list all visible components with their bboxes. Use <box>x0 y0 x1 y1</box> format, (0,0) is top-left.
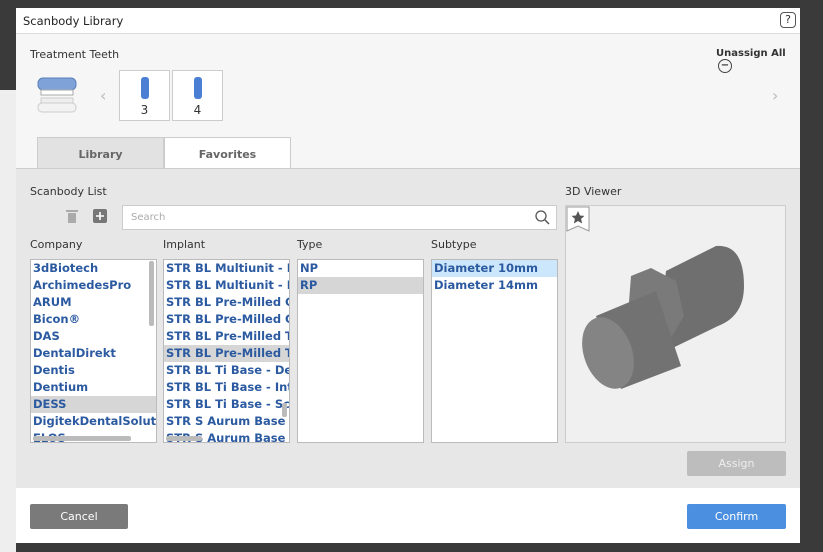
tooth-card-4[interactable]: 4 <box>172 70 223 121</box>
implant-list-item[interactable]: STR BL Pre-Milled CoC <box>166 295 289 309</box>
company-list-item[interactable]: 3dBiotech <box>33 261 99 275</box>
implant-list-item[interactable]: STR BL Pre-Milled CoC <box>166 312 289 326</box>
help-icon[interactable]: ? <box>780 12 796 28</box>
subtype-list-item[interactable]: Diameter 14mm <box>434 278 538 292</box>
implant-list-item[interactable]: STR S Aurum Base - In <box>166 431 289 443</box>
implant-list-item[interactable]: STR BL Multiunit - Des <box>166 261 289 275</box>
unassign-all-button[interactable]: Unassign All − <box>716 48 800 73</box>
company-list-item[interactable]: Dentis <box>33 363 75 377</box>
implant-icon <box>140 77 149 99</box>
company-list-item[interactable]: ArchimedesPro <box>33 278 132 292</box>
type-list-item[interactable]: NP <box>300 261 319 275</box>
chevron-left-icon[interactable]: ‹ <box>100 86 107 105</box>
subtype-list-item[interactable]: Diameter 10mm <box>432 260 557 277</box>
implant-icon <box>193 77 202 99</box>
search-placeholder: Search <box>131 212 166 223</box>
company-vscrollbar[interactable] <box>149 261 154 326</box>
implant-list-item[interactable]: STR BL Ti Base - Intra <box>166 380 289 394</box>
3d-viewer[interactable] <box>565 205 786 443</box>
type-list-item[interactable]: RP <box>298 277 423 294</box>
implant-list-item[interactable]: STR BL Ti Base - Scan <box>166 397 289 411</box>
implant-hscrollbar[interactable] <box>166 436 202 441</box>
search-input[interactable]: Search <box>122 205 557 230</box>
tab-favorites[interactable]: Favorites <box>164 137 291 170</box>
scanbody-list-label: Scanbody List <box>30 185 107 198</box>
tooth-card-3[interactable]: 3 <box>119 70 170 121</box>
cancel-button[interactable]: Cancel <box>30 504 128 529</box>
company-list-item[interactable]: DESS <box>31 396 156 413</box>
implant-list-item[interactable]: STR BL Ti Base - Deskt <box>166 363 289 377</box>
company-list-item[interactable]: Dentium <box>33 380 89 394</box>
subtype-header: Subtype <box>431 238 477 251</box>
company-hscrollbar[interactable] <box>33 436 131 441</box>
assign-button[interactable]: Assign <box>687 451 786 476</box>
background-app <box>0 90 16 552</box>
company-list-item[interactable]: DigitekDentalSolutio <box>33 414 157 428</box>
company-header: Company <box>30 238 83 251</box>
implant-list-item[interactable]: STR BL Pre-Milled Ti - 1 <box>164 345 289 362</box>
confirm-button[interactable]: Confirm <box>687 504 786 529</box>
scanbody-library-dialog: Scanbody Library ? Treatment Teeth Unass… <box>16 8 800 543</box>
scanbody-3d-model <box>582 245 744 389</box>
add-icon[interactable] <box>93 209 107 223</box>
treatment-teeth-panel: Treatment Teeth Unassign All − ‹ 3 4 › L… <box>16 33 800 170</box>
implant-list-item[interactable]: STR S Aurum Base - D <box>166 414 289 428</box>
trash-icon[interactable] <box>66 209 78 224</box>
company-list[interactable]: 3dBiotech ArchimedesPro ARUM Bicon® DAS Denta… <box>30 259 157 443</box>
minus-circle-icon: − <box>718 59 732 73</box>
implant-list[interactable]: STR BL Multiunit - Des STR BL Multiunit -… <box>163 259 290 443</box>
implant-list-item[interactable]: STR BL Pre-Milled Ti - I <box>166 329 289 343</box>
company-list-item[interactable]: ARUM <box>33 295 72 309</box>
tooth-number: 4 <box>193 103 202 117</box>
jaw-icon <box>37 77 77 113</box>
company-list-item[interactable]: Bicon® <box>33 312 81 326</box>
treatment-teeth-label: Treatment Teeth <box>30 48 120 61</box>
search-icon[interactable] <box>535 210 550 225</box>
tooth-number: 3 <box>140 103 149 117</box>
implant-vscrollbar[interactable] <box>282 403 287 417</box>
subtype-list[interactable]: Diameter 10mm Diameter 14mm <box>431 259 558 443</box>
company-list-item[interactable]: DentalDirekt <box>33 346 116 360</box>
favorite-star-icon[interactable] <box>566 206 590 232</box>
chevron-right-icon[interactable]: › <box>772 86 779 105</box>
implant-header: Implant <box>163 238 206 251</box>
viewer-label: 3D Viewer <box>565 185 622 198</box>
unassign-all-label: Unassign All <box>716 48 786 59</box>
dialog-footer: Cancel Confirm <box>16 488 800 543</box>
company-list-item[interactable]: DAS <box>33 329 60 343</box>
type-header: Type <box>297 238 323 251</box>
tab-library[interactable]: Library <box>37 137 164 170</box>
dialog-title: Scanbody Library <box>23 14 124 28</box>
type-list[interactable]: NP RP <box>297 259 424 443</box>
library-panel: Scanbody List Search Company Implant Typ… <box>16 168 800 488</box>
implant-list-item[interactable]: STR BL Multiunit - Int <box>166 278 289 292</box>
